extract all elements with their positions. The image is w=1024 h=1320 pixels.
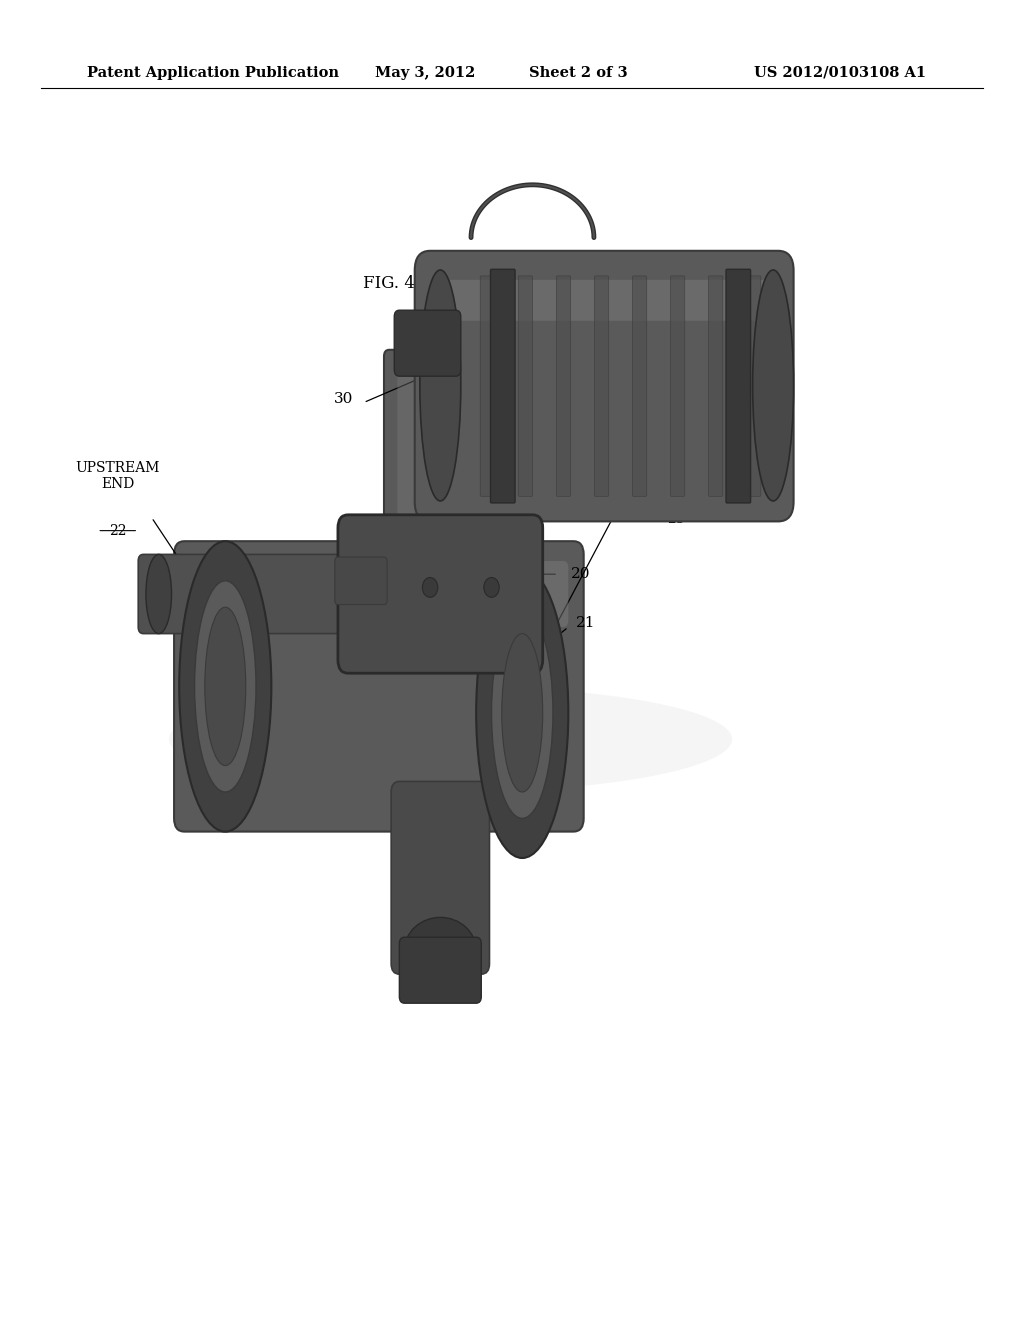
FancyBboxPatch shape [394, 310, 461, 376]
Text: 22: 22 [109, 524, 127, 539]
Ellipse shape [476, 568, 568, 858]
Ellipse shape [179, 541, 271, 832]
FancyBboxPatch shape [518, 276, 532, 496]
FancyBboxPatch shape [746, 276, 761, 496]
FancyBboxPatch shape [437, 280, 771, 321]
Text: May 3, 2012: May 3, 2012 [375, 66, 475, 79]
FancyBboxPatch shape [594, 276, 608, 496]
Ellipse shape [492, 607, 553, 818]
Text: Sheet 2 of 3: Sheet 2 of 3 [529, 66, 628, 79]
FancyBboxPatch shape [338, 515, 543, 673]
FancyBboxPatch shape [138, 554, 374, 634]
FancyBboxPatch shape [335, 557, 387, 605]
Ellipse shape [404, 917, 476, 983]
FancyBboxPatch shape [556, 276, 570, 496]
Text: FIG. 4: FIG. 4 [364, 276, 415, 292]
FancyBboxPatch shape [399, 937, 481, 1003]
Ellipse shape [483, 578, 500, 597]
Ellipse shape [195, 581, 256, 792]
Ellipse shape [753, 271, 794, 502]
FancyBboxPatch shape [397, 367, 432, 583]
FancyBboxPatch shape [709, 276, 723, 496]
FancyBboxPatch shape [415, 251, 794, 521]
Text: 21: 21 [575, 616, 595, 630]
Ellipse shape [205, 607, 246, 766]
Text: UPSTREAM
END: UPSTREAM END [76, 461, 160, 491]
Text: US 2012/0103108 A1: US 2012/0103108 A1 [754, 66, 926, 79]
Ellipse shape [422, 578, 438, 597]
FancyBboxPatch shape [480, 276, 495, 496]
FancyBboxPatch shape [490, 269, 515, 503]
Ellipse shape [502, 634, 543, 792]
Text: 23: 23 [667, 512, 685, 527]
Text: 20: 20 [571, 568, 591, 581]
Ellipse shape [169, 686, 732, 792]
Ellipse shape [360, 578, 377, 597]
FancyBboxPatch shape [174, 541, 584, 832]
Ellipse shape [420, 271, 461, 502]
Ellipse shape [145, 554, 172, 634]
FancyBboxPatch shape [726, 269, 751, 503]
FancyBboxPatch shape [189, 561, 568, 627]
FancyBboxPatch shape [384, 350, 497, 601]
FancyBboxPatch shape [633, 276, 647, 496]
Text: DOWNSTREAM
END: DOWNSTREAM END [620, 447, 732, 478]
Text: 10: 10 [155, 572, 174, 585]
Text: Patent Application Publication: Patent Application Publication [87, 66, 339, 79]
FancyBboxPatch shape [391, 781, 489, 974]
FancyBboxPatch shape [671, 276, 685, 496]
Text: 30: 30 [334, 392, 353, 405]
